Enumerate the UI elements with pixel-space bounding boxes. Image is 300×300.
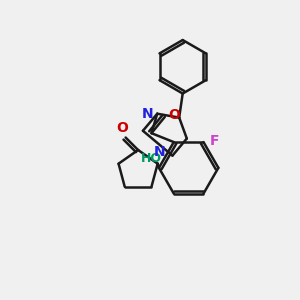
Text: O: O xyxy=(168,108,180,122)
Text: O: O xyxy=(116,121,128,134)
Text: HO: HO xyxy=(141,152,162,165)
Text: N: N xyxy=(153,145,165,159)
Text: F: F xyxy=(210,134,220,148)
Text: N: N xyxy=(142,107,154,121)
